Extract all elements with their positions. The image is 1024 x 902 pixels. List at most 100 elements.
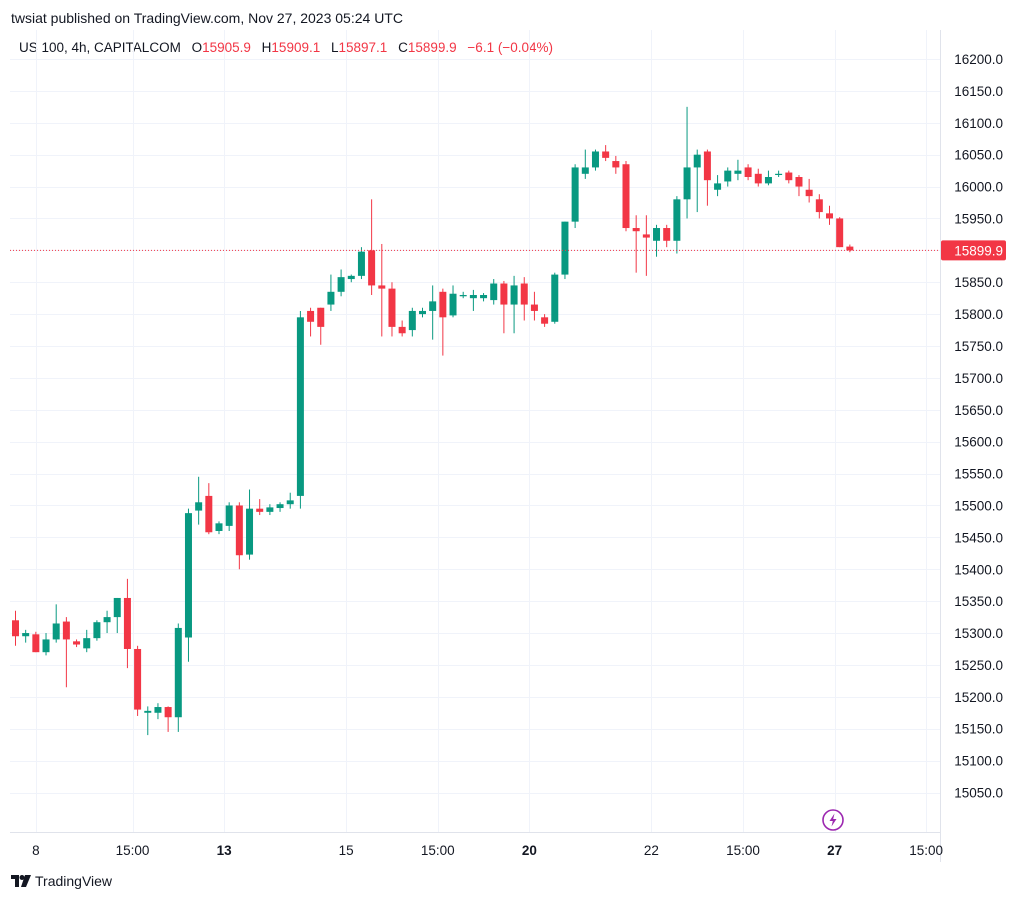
candle-body xyxy=(317,307,325,327)
candle-body xyxy=(327,291,335,305)
candle-body xyxy=(337,277,345,292)
high-label: H xyxy=(261,40,272,55)
y-tick-label: 15650.0 xyxy=(954,403,1003,418)
y-tick-label: 15950.0 xyxy=(954,211,1003,226)
candle-body xyxy=(591,151,599,168)
candle-body xyxy=(571,167,579,222)
x-tick-label: 8 xyxy=(32,843,40,858)
y-tick-label: 15200.0 xyxy=(954,690,1003,705)
candle-body xyxy=(266,507,274,512)
high-value: 15909.1 xyxy=(271,40,321,55)
candle-body xyxy=(785,172,793,181)
candle-body xyxy=(673,199,681,241)
candle-body xyxy=(408,310,416,331)
candle-body xyxy=(296,317,304,496)
candle-body xyxy=(795,176,803,187)
symbol-info: US 100, 4h, CAPITALCOM xyxy=(19,40,181,55)
candle-body xyxy=(276,504,284,509)
open-label: O xyxy=(191,40,203,55)
y-tick-label: 15300.0 xyxy=(954,626,1003,641)
candle-body xyxy=(215,523,223,531)
candle-body xyxy=(632,228,640,232)
y-tick-label: 15550.0 xyxy=(954,467,1003,482)
candle-body xyxy=(602,151,610,158)
candle-body xyxy=(123,597,131,649)
last-price-label: 15899.9 xyxy=(954,243,1003,258)
candle-body xyxy=(378,285,386,289)
candle-body xyxy=(744,167,752,177)
candle-body xyxy=(683,167,691,200)
candle-body xyxy=(826,213,833,219)
x-tick-label: 15:00 xyxy=(726,843,760,858)
y-tick-label: 15350.0 xyxy=(954,594,1003,609)
candle-body xyxy=(642,234,650,238)
candle-body xyxy=(83,638,91,649)
candle-body xyxy=(449,293,457,316)
tradingview-footer[interactable]: TradingView xyxy=(11,873,112,889)
candle-body xyxy=(22,633,30,637)
y-tick-label: 15400.0 xyxy=(954,562,1003,577)
candle-body xyxy=(225,505,233,526)
published-by-header: twsiat published on TradingView.com, Nov… xyxy=(11,10,403,26)
candle-body xyxy=(154,707,162,713)
y-tick-label: 16050.0 xyxy=(954,148,1003,163)
y-tick-label: 15250.0 xyxy=(954,658,1003,673)
candle-body xyxy=(73,641,81,645)
close-value: 15899.9 xyxy=(407,40,457,55)
y-tick-label: 15450.0 xyxy=(954,530,1003,545)
y-tick-label: 15150.0 xyxy=(954,722,1003,737)
candle-body xyxy=(103,617,111,623)
y-tick-label: 16200.0 xyxy=(954,52,1003,67)
candle-body xyxy=(144,710,152,713)
candle-body xyxy=(714,183,722,190)
candle-body xyxy=(480,294,488,299)
candle-body xyxy=(500,283,508,305)
y-tick-label: 15700.0 xyxy=(954,371,1003,386)
candle-body xyxy=(622,164,630,229)
candle-body xyxy=(12,620,19,637)
candle-body xyxy=(235,505,243,556)
tradingview-brand: TradingView xyxy=(35,873,113,889)
candle-body xyxy=(775,173,783,176)
candle-body xyxy=(195,502,203,511)
candle-body xyxy=(693,154,701,168)
candle-body xyxy=(490,283,498,301)
candle-body xyxy=(93,622,101,639)
candle-body xyxy=(520,283,528,305)
candle-body xyxy=(836,218,844,248)
candle-body xyxy=(510,285,518,305)
candle-body xyxy=(164,707,172,718)
candle-body xyxy=(703,151,711,181)
x-tick-label: 22 xyxy=(644,843,659,858)
candle-body xyxy=(205,495,213,533)
candle-body xyxy=(530,304,538,311)
candle-body xyxy=(62,621,70,640)
low-label: L xyxy=(331,40,339,55)
candle-body xyxy=(541,317,549,324)
candle-body xyxy=(357,251,365,276)
symbol-legend[interactable]: US 100, 4h, CAPITALCOM O15905.9 H15909.1… xyxy=(19,40,553,55)
y-tick-label: 16100.0 xyxy=(954,116,1003,131)
y-tick-label: 15850.0 xyxy=(954,275,1003,290)
candle-body xyxy=(469,294,477,299)
candle-body xyxy=(388,288,396,327)
candle-body xyxy=(286,500,294,505)
candle-body xyxy=(734,170,742,174)
candle-body xyxy=(347,275,355,280)
y-tick-label: 16000.0 xyxy=(954,180,1003,195)
candle-body xyxy=(419,310,426,315)
candle-body xyxy=(256,508,264,512)
candle-body xyxy=(581,167,589,174)
candle-body xyxy=(724,170,732,182)
open-value: 15905.9 xyxy=(202,40,251,55)
lightning-bolt-icon[interactable] xyxy=(822,809,844,831)
y-tick-label: 15050.0 xyxy=(954,786,1003,801)
candle-body xyxy=(174,627,182,718)
y-tick-label: 15600.0 xyxy=(954,435,1003,450)
candle-body xyxy=(459,294,467,297)
x-tick-label: 15:00 xyxy=(116,843,150,858)
candle-body xyxy=(561,221,569,275)
low-value: 15897.1 xyxy=(338,40,388,55)
candle-body xyxy=(551,274,559,322)
